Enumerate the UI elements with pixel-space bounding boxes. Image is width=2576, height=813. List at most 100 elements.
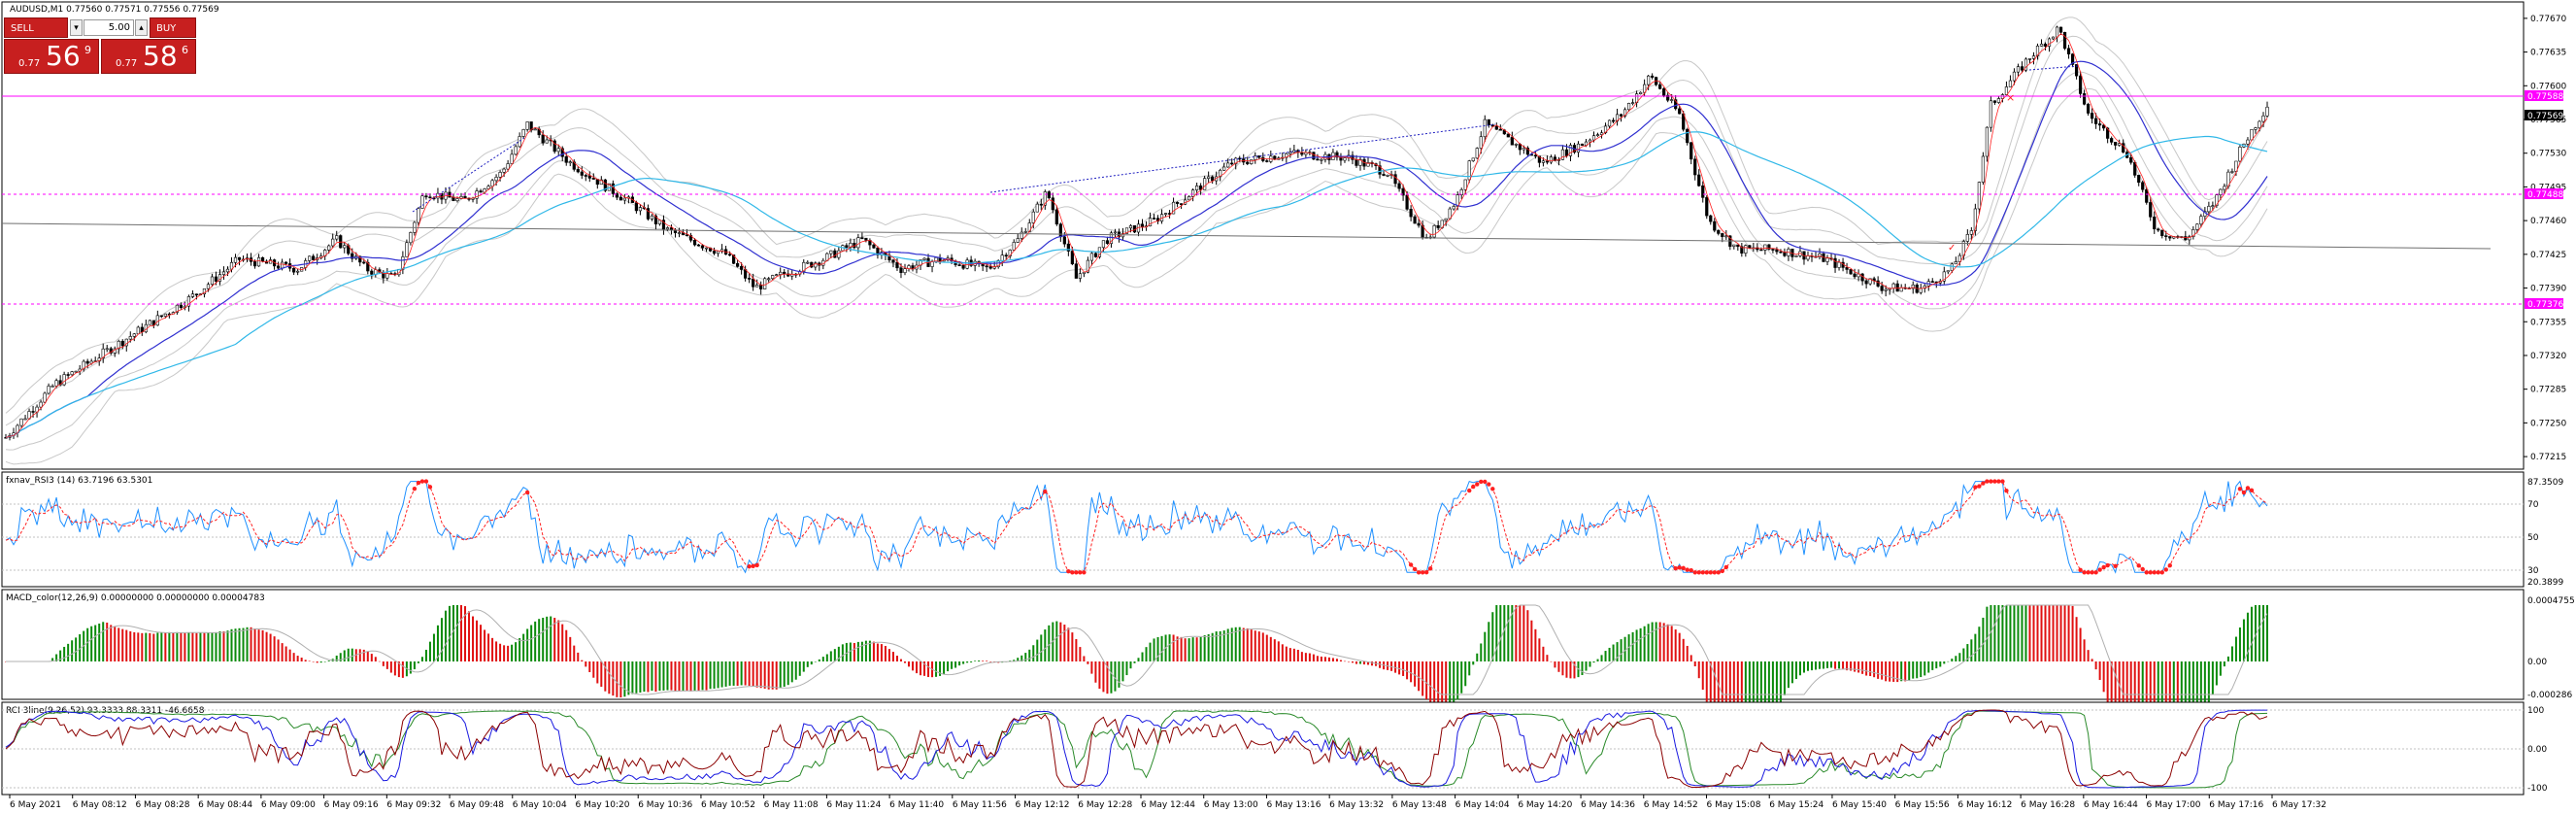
candle-body — [1358, 158, 1362, 166]
rsi-extreme-dot — [1490, 487, 1495, 491]
candle-body — [1942, 271, 1946, 282]
candle-body — [74, 370, 78, 373]
macd-bar — [1748, 661, 1751, 718]
macd-bar — [1141, 652, 1144, 661]
macd-bar — [864, 640, 867, 661]
macd-signal-line — [6, 604, 2268, 695]
candle-body — [335, 235, 339, 240]
price-axis-label: 0.77600 — [2530, 82, 2566, 91]
ask-price-box[interactable]: 0.77 58 6 — [101, 39, 196, 74]
candle-body — [252, 261, 257, 267]
candle-body — [541, 134, 545, 144]
candle-body — [802, 261, 806, 272]
macd-bar — [468, 611, 471, 661]
macd-bar — [1557, 661, 1560, 672]
candle-body — [343, 245, 347, 249]
macd-bar — [916, 661, 919, 674]
macd-bar — [203, 632, 206, 661]
candle-body — [179, 304, 183, 309]
time-axis-label: 6 May 09:32 — [386, 800, 441, 810]
macd-bar — [845, 642, 848, 661]
candle-body — [2070, 53, 2075, 65]
macd-bar — [413, 661, 416, 670]
candle-body — [1619, 114, 1623, 117]
candle-body — [292, 267, 296, 273]
bid-price-box[interactable]: 0.77 56 9 — [4, 39, 99, 74]
macd-bar — [631, 661, 634, 694]
candle-body — [2098, 123, 2102, 126]
macd-bar — [343, 650, 346, 661]
macd-bar — [1269, 636, 1272, 661]
candle-body — [202, 288, 207, 294]
macd-bar — [1550, 661, 1553, 662]
macd-bar — [2254, 605, 2257, 661]
macd-bar — [1951, 659, 1954, 661]
candle-body — [1880, 286, 1884, 291]
candle-body — [109, 348, 113, 354]
time-axis-label: 6 May 17:16 — [2209, 800, 2263, 810]
lot-decrease-button[interactable]: ▾ — [70, 19, 83, 36]
macd-bar — [2188, 661, 2191, 718]
macd-bar — [1219, 630, 1221, 661]
macd-bar — [1631, 631, 1634, 661]
macd-bar — [273, 636, 276, 661]
macd-bar — [102, 622, 105, 661]
candle-body — [175, 304, 179, 313]
macd-bar — [1990, 605, 1992, 661]
candle-body — [728, 254, 732, 256]
macd-bar — [374, 657, 377, 661]
rsi-extreme-dot — [2148, 570, 2153, 575]
macd-bar — [1145, 647, 1148, 661]
macd-bar — [2153, 661, 2156, 718]
dotted-trend-lines — [412, 65, 2079, 213]
macd-bar — [771, 661, 774, 690]
time-axis-label: 6 May 11:56 — [953, 800, 1007, 810]
macd-bar — [1682, 638, 1685, 661]
candle-body — [595, 179, 599, 186]
candle-body — [1853, 273, 1857, 278]
macd-bar — [1565, 661, 1568, 678]
candle-body — [814, 262, 818, 268]
rsi-extreme-dot — [2000, 479, 2005, 484]
rsi-axis-70: 70 — [2527, 500, 2539, 510]
candle-body — [1452, 206, 1455, 210]
candle-body — [2188, 236, 2191, 241]
macd-bar — [1877, 661, 1880, 679]
candle-body — [1545, 160, 1550, 163]
macd-bar — [2071, 605, 2074, 661]
candle-body — [1195, 186, 1199, 190]
macd-bar — [195, 632, 198, 661]
check-marker: ✓ — [1948, 243, 1956, 254]
macd-bar — [1955, 656, 1957, 661]
macd-bar — [1087, 661, 1089, 664]
macd-bar — [1495, 605, 1498, 661]
candle-body — [308, 255, 312, 261]
price-panel[interactable] — [1, 1, 2525, 470]
candle-body — [1717, 229, 1721, 234]
macd-bar — [1939, 661, 1942, 667]
candle-body — [1288, 152, 1292, 154]
macd-bar — [79, 634, 82, 661]
candle-body — [759, 285, 763, 289]
rci-mid-line — [5, 709, 2267, 789]
candle-body — [1611, 119, 1616, 122]
rsi-panel[interactable] — [1, 471, 2525, 588]
lot-increase-button[interactable]: ▴ — [135, 19, 148, 36]
candle-body — [206, 284, 211, 289]
buy-button[interactable]: BUY — [150, 17, 196, 38]
macd-bar — [1133, 661, 1136, 663]
time-axis-label: 6 May 2021 — [10, 800, 61, 810]
time-axis-label: 6 May 09:16 — [324, 800, 379, 810]
macd-bar — [1238, 627, 1241, 661]
macd-bar — [1331, 658, 1334, 661]
macd-bar — [1790, 661, 1793, 684]
rsi-extreme-dot — [2140, 566, 2145, 572]
macd-bar — [1756, 661, 1758, 718]
sell-button[interactable]: SELL — [4, 17, 68, 38]
macd-bar — [347, 648, 350, 661]
candle-body — [1697, 174, 1701, 186]
candle-body — [2122, 143, 2125, 152]
lot-size-input[interactable] — [84, 19, 134, 36]
macd-bar — [1125, 661, 1128, 676]
